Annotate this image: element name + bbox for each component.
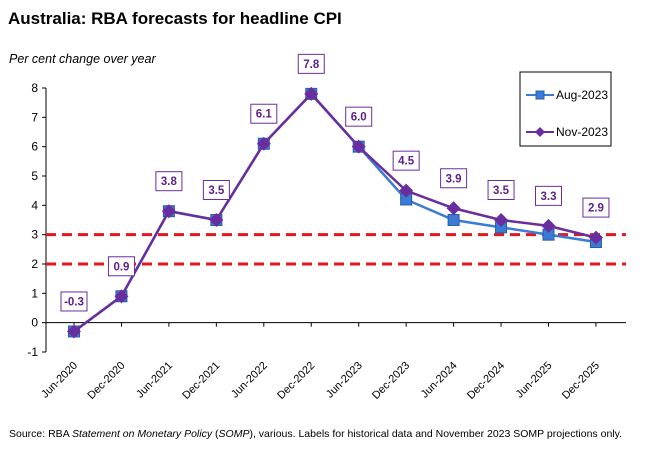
data-label: -0.3 <box>64 296 84 308</box>
y-tick-label: 7 <box>31 110 38 124</box>
legend: Aug-2023 Nov-2023 <box>519 71 612 147</box>
x-tick-label: Dec-2023 <box>370 360 412 402</box>
marker-aug <box>447 214 460 226</box>
x-tick-label: Dec-2022 <box>275 360 317 402</box>
data-label: 3.5 <box>208 185 225 197</box>
x-tick-label: Dec-2020 <box>85 360 127 402</box>
y-tick-label: 3 <box>31 228 38 242</box>
data-label-box <box>392 150 420 171</box>
x-tick-label: Dec-2021 <box>180 360 222 402</box>
marker-nov <box>494 213 509 227</box>
legend-label-aug: Aug-2023 <box>556 88 608 102</box>
data-label-box <box>440 168 468 189</box>
legend-marker-nov <box>535 127 545 137</box>
marker-nov <box>351 139 366 154</box>
footnote-part1: Source: RBA <box>9 428 73 440</box>
data-label: 3.9 <box>446 173 462 185</box>
data-label-box <box>297 53 325 74</box>
legend-label-nov: Nov-2023 <box>556 125 608 139</box>
marker-nov <box>541 218 556 233</box>
marker-nov <box>67 324 81 339</box>
marker-nov <box>256 136 271 151</box>
data-label: 3.3 <box>541 191 557 203</box>
data-label-box <box>155 171 183 192</box>
y-tick-label: 6 <box>31 140 38 154</box>
x-tick-label: Jun-2024 <box>419 360 460 401</box>
data-label: 3.8 <box>161 176 178 188</box>
series-line-nov <box>73 92 597 333</box>
marker-nov <box>304 86 319 101</box>
data-label-box <box>487 180 515 200</box>
x-tick-label: Jun-2025 <box>514 360 555 401</box>
data-label: 6.1 <box>256 109 273 121</box>
target-band-lines <box>46 233 626 266</box>
data-label: 6.0 <box>351 112 367 124</box>
data-label: 7.8 <box>303 59 320 71</box>
footnote-part3: ), various. Labels for historical data a… <box>249 428 623 440</box>
legend-marker-aug <box>535 90 545 100</box>
x-tick-label: Jun-2020 <box>39 360 80 401</box>
data-label-box <box>250 103 278 124</box>
data-label: 4.5 <box>398 156 415 168</box>
x-tick-label: Jun-2021 <box>134 360 175 401</box>
marker-nov <box>588 230 603 245</box>
marker-nov <box>399 183 414 198</box>
series-line-aug <box>73 92 597 333</box>
x-tick-label: Jun-2023 <box>324 360 365 401</box>
data-label-box <box>107 256 135 277</box>
source-footnote: Source: RBA Statement on Monetary Policy… <box>9 428 622 440</box>
y-tick-label: 1 <box>31 286 38 300</box>
data-label-box <box>202 180 230 200</box>
data-label-box <box>535 185 562 206</box>
x-tick-label: Dec-2025 <box>560 360 602 402</box>
y-tick-label: 5 <box>31 169 38 183</box>
y-axis-unit-label: Per cent change over year <box>9 52 156 66</box>
marker-nov <box>209 213 224 227</box>
marker-nov <box>446 201 461 216</box>
data-label-box <box>345 106 373 127</box>
x-tick-label: Jun-2022 <box>229 360 270 401</box>
series-lines <box>67 86 603 339</box>
data-label: 0.9 <box>113 261 129 273</box>
data-labels: -0.3 0.9 3.8 3.5 6.1 7.8 6.0 4.5 3.9 3.5 3.3 2.9 <box>60 53 610 312</box>
footnote-italic2: SOMP <box>218 428 250 440</box>
x-tick-label: Dec-2024 <box>465 360 507 402</box>
data-label-box <box>60 291 88 312</box>
marker-nov <box>161 204 176 219</box>
y-tick-label: 8 <box>31 81 38 95</box>
footnote-part2: ( <box>212 428 219 440</box>
data-label: 3.5 <box>493 185 510 197</box>
data-label: 2.9 <box>588 203 604 215</box>
data-label-box <box>582 197 610 218</box>
y-tick-label: 0 <box>31 316 38 330</box>
y-tick-label: 4 <box>31 198 38 212</box>
y-tick-label: 2 <box>31 257 38 271</box>
chart-title: Australia: RBA forecasts for headline CP… <box>8 9 342 28</box>
legend-box <box>519 71 612 147</box>
footnote-italic1: Statement on Monetary Policy <box>72 428 213 440</box>
y-tick-label: -1 <box>27 345 38 359</box>
marker-nov <box>114 289 129 304</box>
